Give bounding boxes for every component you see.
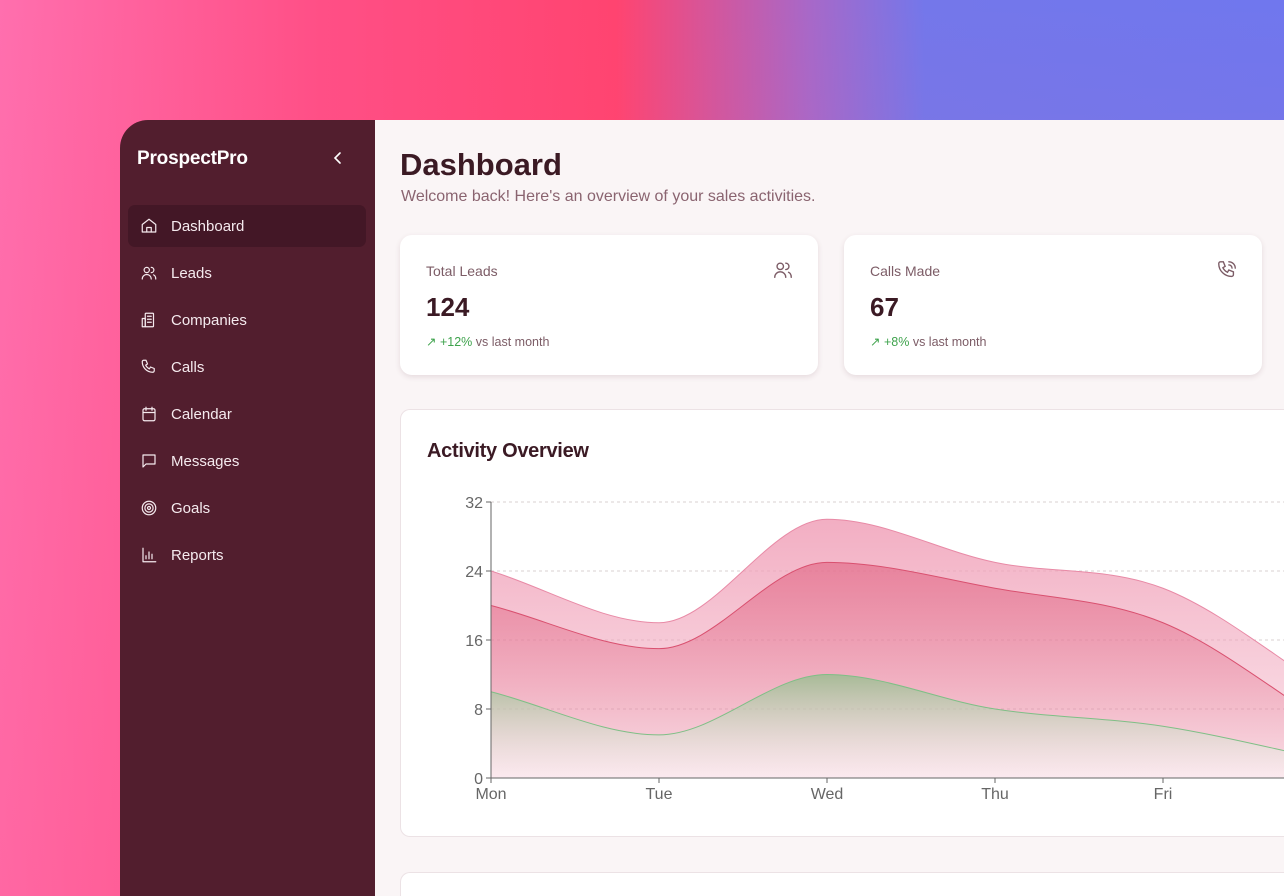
- trend-up-icon: ↗: [426, 335, 440, 349]
- stat-change-suffix: vs last month: [912, 335, 987, 349]
- stat-card-calls-made: Calls Made 67 ↗ +8% vs last month: [844, 235, 1262, 375]
- x-tick-label: Thu: [981, 786, 1009, 803]
- sidebar: ProspectPro Dashboard Leads Companies Calls…: [120, 120, 375, 896]
- message-icon: [142, 454, 156, 468]
- stat-card-total-leads: Total Leads 124 ↗ +12% vs last month: [400, 235, 818, 375]
- app-window: ProspectPro Dashboard Leads Companies Calls…: [120, 120, 1284, 896]
- y-tick-label: 32: [465, 495, 483, 512]
- sidebar-item-label: Dashboard: [171, 217, 245, 235]
- x-tick-label: Fri: [1154, 786, 1173, 803]
- sidebar-item-label: Companies: [171, 311, 247, 329]
- phone-icon: [141, 359, 155, 373]
- sidebar-item-label: Calls: [171, 358, 205, 376]
- y-tick-label: 8: [474, 702, 483, 719]
- series-0-line: [490, 518, 1284, 662]
- x-tick-label: Wed: [811, 786, 844, 803]
- target-icon: [141, 500, 157, 516]
- sidebar-nav: Dashboard Leads Companies Calls Calendar Mess…: [128, 205, 366, 581]
- stat-label: Total Leads: [426, 263, 498, 279]
- calendar-icon: [142, 406, 156, 422]
- series-2-area: [491, 674, 1284, 778]
- y-tick-label: 24: [465, 564, 483, 581]
- main-content: Dashboard Welcome back! Here's an overvi…: [375, 120, 1284, 896]
- stat-change-suffix: vs last month: [475, 335, 550, 349]
- stat-change-value: +12%: [439, 335, 473, 349]
- home-icon: [141, 218, 157, 233]
- activity-chart: 08162432MonTueWedThuFriSat: [465, 495, 1284, 803]
- stat-change: ↗ +8% vs last month: [870, 334, 986, 349]
- stat-value: 124: [426, 292, 470, 322]
- sidebar-item-label: Messages: [171, 452, 240, 470]
- page-subtitle: Welcome back! Here's an overview of your…: [401, 188, 816, 205]
- sidebar-item-companies[interactable]: Companies: [128, 299, 366, 341]
- chart-title: Activity Overview: [427, 440, 589, 462]
- y-tick-label: 16: [465, 633, 483, 650]
- stat-label: Calls Made: [870, 263, 941, 279]
- sidebar-item-label: Calendar: [171, 405, 232, 423]
- page-title: Dashboard: [400, 147, 562, 182]
- stat-change-value: +8%: [883, 335, 910, 349]
- y-tick-label: 0: [474, 771, 483, 788]
- sidebar-item-leads[interactable]: Leads: [128, 252, 366, 294]
- next-section-card: [400, 872, 1284, 896]
- series-2-line: [490, 673, 1284, 752]
- sidebar-item-label: Goals: [171, 499, 211, 517]
- sidebar-item-label: Leads: [171, 264, 212, 282]
- sidebar-item-calls[interactable]: Calls: [128, 346, 366, 388]
- users-icon: [141, 266, 157, 280]
- sidebar-item-label: Reports: [171, 546, 224, 564]
- series-1-line: [490, 561, 1284, 696]
- sidebar-item-messages[interactable]: Messages: [128, 440, 366, 482]
- brand-logo: ProspectPro: [137, 148, 248, 169]
- x-tick-label: Mon: [475, 786, 506, 803]
- chevron-left-icon[interactable]: [328, 148, 348, 168]
- trend-up-icon: ↗: [870, 335, 884, 349]
- sidebar-item-dashboard[interactable]: Dashboard: [128, 205, 366, 247]
- users-icon: [774, 262, 792, 279]
- activity-overview-card: Activity Overview 0 8 16 24 32 Mon Tue Wed Thu Fr…: [400, 409, 1284, 837]
- sidebar-item-calendar[interactable]: Calendar: [128, 393, 366, 435]
- phone-call-icon: [1218, 261, 1236, 278]
- x-tick-label: Tue: [646, 786, 673, 803]
- stat-change: ↗ +12% vs last month: [426, 334, 549, 349]
- bar-chart-icon: [142, 547, 157, 563]
- stat-value: 67: [870, 292, 899, 322]
- sidebar-item-goals[interactable]: Goals: [128, 487, 366, 529]
- building-icon: [141, 312, 155, 328]
- sidebar-item-reports[interactable]: Reports: [128, 534, 366, 576]
